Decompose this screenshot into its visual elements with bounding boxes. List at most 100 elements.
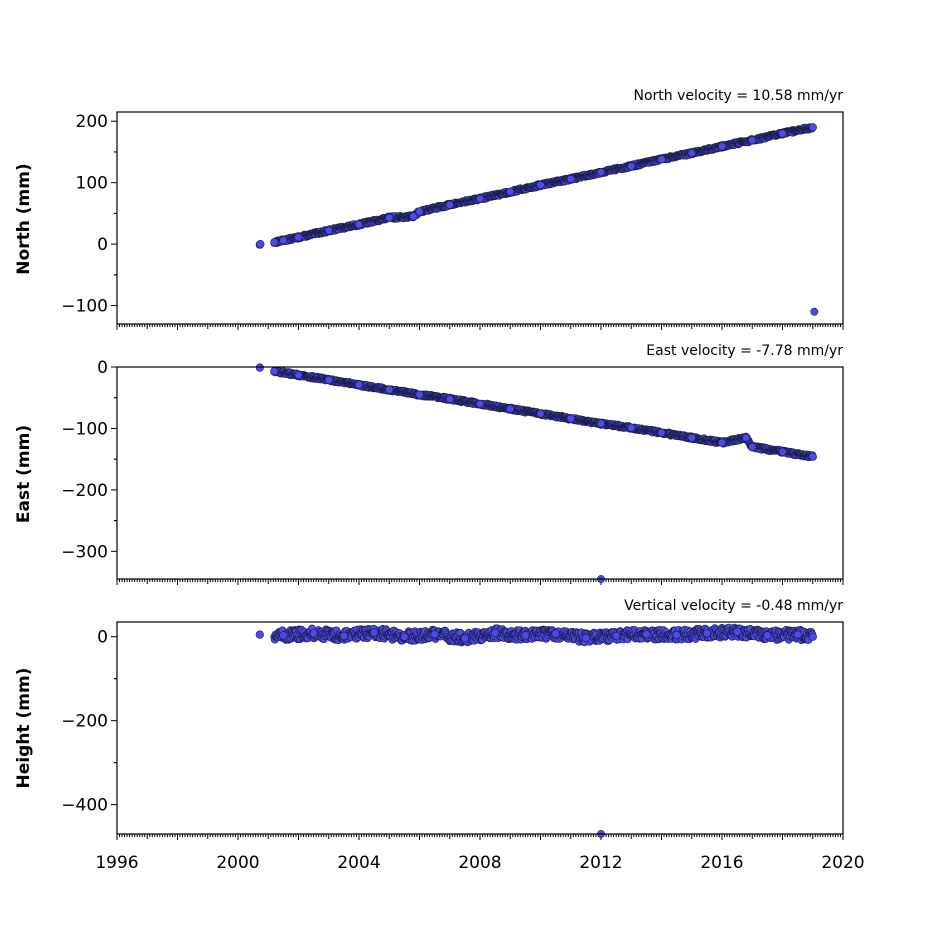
height-x-tick-label: 2016 (700, 853, 743, 873)
north-data-point (566, 174, 575, 184)
height-panel: Vertical velocity = -0.48 mm/yr Height (… (14, 598, 865, 873)
east-velocity-title: East velocity = -7.78 mm/yr (646, 343, 843, 359)
east-data-point (415, 390, 424, 399)
north-data-point (279, 236, 288, 245)
east-data-point (506, 404, 515, 413)
east-data-point (808, 452, 817, 461)
height-data-point (279, 631, 288, 640)
north-data-point (687, 149, 696, 158)
east-y-tick-label: −200 (61, 481, 108, 501)
east-data-point (536, 409, 545, 418)
north-y-tick-label: 0 (97, 235, 108, 255)
north-data-point (717, 142, 727, 151)
north-x-ticks (116, 324, 844, 330)
north-data-point (256, 240, 265, 249)
east-plot-frame (116, 366, 844, 580)
north-data-point (627, 162, 636, 171)
north-data-point (415, 207, 424, 216)
east-data-point (717, 438, 727, 447)
height-data-point (521, 631, 530, 640)
height-y-ticks: −400 −200 0 (61, 628, 117, 816)
east-data-point (657, 428, 666, 437)
east-data-point (778, 447, 787, 456)
north-data-point (294, 233, 303, 242)
east-points (255, 363, 817, 583)
height-data-point (763, 631, 772, 640)
north-data-point (324, 226, 333, 235)
north-velocity-title: North velocity = 10.58 mm/yr (633, 88, 843, 104)
height-data-point (793, 630, 802, 639)
height-y-tick-label: −200 (61, 712, 108, 732)
north-data-point (778, 129, 787, 138)
height-data-point (491, 628, 500, 638)
north-data-point (748, 136, 757, 145)
height-data-point (255, 630, 264, 639)
east-y-tick-label: 0 (97, 358, 108, 378)
east-y-ticks: −300 −200 −100 0 (61, 358, 117, 562)
height-data-point (702, 629, 712, 638)
north-plot-frame (116, 111, 844, 325)
height-data-point (611, 631, 621, 641)
height-x-tick-label: 2008 (458, 853, 501, 873)
height-x-tick-label: 2012 (579, 853, 622, 873)
vertical-velocity-title: Vertical velocity = -0.48 mm/yr (624, 598, 843, 614)
east-data-point (627, 423, 636, 432)
north-data-point (270, 238, 279, 247)
height-x-tick-label: 2020 (821, 853, 864, 873)
east-axis-label: East (mm) (14, 425, 34, 523)
height-data-point (551, 629, 560, 638)
height-data-point (732, 627, 742, 636)
height-x-tick-label: 2000 (216, 853, 259, 873)
north-data-point (506, 187, 515, 196)
height-data-point (642, 630, 651, 639)
north-y-tick-label: 100 (76, 174, 108, 194)
height-data-point (400, 632, 409, 641)
east-data-point (445, 394, 454, 404)
east-data-point (475, 399, 485, 409)
north-data-point (445, 200, 454, 209)
height-data-point (370, 628, 379, 637)
height-data-point (808, 632, 817, 641)
height-points (255, 623, 817, 838)
north-data-point (596, 168, 606, 177)
east-data-point (748, 442, 757, 452)
north-axis-label: North (mm) (14, 163, 34, 274)
height-data-point (460, 634, 470, 643)
height-y-tick-label: 0 (97, 628, 108, 648)
east-data-point (385, 385, 394, 394)
north-panel: North velocity = 10.58 mm/yr North (mm) … (14, 88, 844, 330)
east-data-point (742, 433, 751, 442)
east-data-point (596, 419, 606, 428)
north-data-point (475, 194, 485, 203)
east-x-ticks (116, 579, 844, 585)
height-x-ticks: 1996 2000 2004 2008 2012 2016 2020 (95, 834, 865, 873)
north-outlier-point (810, 307, 819, 316)
north-data-point (354, 220, 364, 229)
height-x-tick-label: 2004 (337, 853, 380, 873)
height-axis-label: Height (mm) (14, 668, 34, 789)
east-data-point (354, 380, 364, 389)
east-y-tick-label: −100 (61, 419, 108, 439)
height-plot-frame (116, 621, 844, 835)
north-data-point (657, 155, 666, 164)
north-data-point (385, 213, 394, 222)
height-data-point (581, 633, 591, 643)
east-panel: East velocity = -7.78 mm/yr East (mm) −3… (14, 343, 844, 585)
height-data-point (339, 631, 349, 641)
north-data-point (808, 123, 817, 132)
north-y-ticks: −100 0 100 200 (61, 112, 117, 317)
east-data-point (566, 414, 575, 423)
north-points (255, 123, 819, 316)
height-data-point (309, 629, 318, 638)
east-data-point (324, 375, 333, 385)
east-data-point (687, 433, 696, 442)
east-y-tick-label: −300 (61, 542, 108, 562)
height-x-tick-label: 1996 (95, 853, 138, 873)
east-data-point (270, 367, 279, 376)
north-y-tick-label: −100 (61, 297, 108, 317)
height-data-point (672, 630, 681, 640)
east-data-point (294, 370, 303, 380)
north-y-tick-label: 200 (76, 112, 108, 132)
north-data-point (536, 181, 545, 190)
east-data-point (255, 363, 264, 372)
